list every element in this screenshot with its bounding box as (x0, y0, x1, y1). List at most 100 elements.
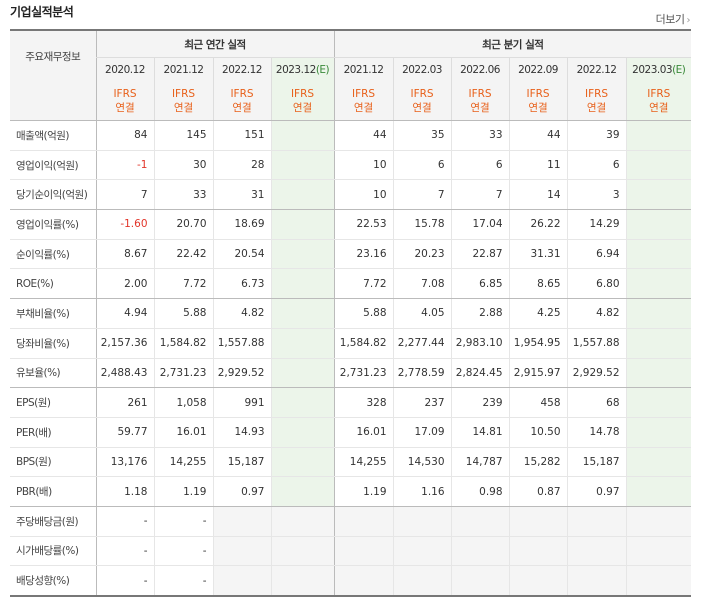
value-cell-annual: 18.69 (212, 209, 271, 240)
value-cell-quarter (625, 179, 692, 211)
value-cell-quarter (625, 447, 692, 478)
value-cell-annual: 261 (95, 387, 154, 418)
row-label-header: 주요재무정보 (10, 30, 96, 82)
value-cell-quarter: 4.25 (508, 298, 568, 329)
value-cell-quarter: 14.29 (566, 209, 627, 240)
table-row: 당좌비율(%) 2,157.36 1,584.82 1,557.88 1,584.82 2… (10, 328, 692, 359)
value-cell-annual (270, 179, 335, 211)
ifrs-line1: IFRS (526, 88, 550, 100)
period-label: 2022.03 (402, 64, 442, 76)
value-cell-quarter: 2,778.59 (392, 358, 452, 389)
value-cell-annual (270, 476, 335, 507)
value-cell-quarter (450, 506, 510, 537)
value-cell-annual: 991 (212, 387, 271, 418)
value-cell-quarter: 5.88 (333, 298, 394, 329)
row-label: 유보율(%) (10, 358, 96, 389)
value-cell-annual: 5.88 (153, 298, 213, 329)
value-cell-annual (270, 417, 335, 448)
value-cell-quarter (625, 328, 692, 359)
value-cell-quarter: 14.81 (450, 417, 510, 448)
ifrs-line2: 연결 (412, 102, 432, 114)
value-cell-quarter: 2,731.23 (333, 358, 394, 389)
value-cell-annual: 1.18 (95, 476, 154, 507)
value-cell-annual (270, 447, 335, 478)
ifrs-line1: IFRS (584, 88, 609, 100)
ifrs-basis-label: IFRS 연결 (95, 82, 154, 121)
value-cell-annual (270, 268, 335, 300)
row-label: 배당성향(%) (10, 565, 96, 597)
value-cell-quarter (625, 150, 692, 181)
value-cell-quarter: 2.88 (450, 298, 510, 329)
table-row: 배당성향(%) - - (10, 565, 692, 597)
value-cell-quarter (625, 417, 692, 448)
value-cell-quarter: 1,954.95 (508, 328, 568, 359)
value-cell-annual: 7 (95, 179, 154, 211)
period-label: 2023.03 (632, 64, 673, 76)
value-cell-quarter (508, 536, 568, 567)
ifrs-basis-label: IFRS 연결 (450, 82, 510, 121)
ifrs-line2: 연결 (115, 102, 135, 114)
value-cell-quarter: 14,787 (450, 447, 510, 478)
row-label: 영업이익(억원) (10, 150, 96, 181)
value-cell-quarter: 6 (392, 150, 452, 181)
table-row: 매출액(억원) 84 145 151 44 35 33 44 39 (10, 120, 692, 151)
period-header-quarter: 2023.03(E) (625, 57, 692, 82)
value-cell-quarter (625, 387, 692, 418)
row-label: 부채비율(%) (10, 298, 96, 329)
value-cell-quarter: 2,915.97 (508, 358, 568, 389)
value-cell-quarter: 15.78 (392, 209, 452, 240)
value-cell-annual: - (153, 506, 213, 537)
ifrs-line1: IFRS (410, 88, 434, 100)
more-link[interactable]: 더보기 › (656, 11, 691, 27)
value-cell-annual: - (153, 536, 213, 567)
table-row: ROE(%) 2.00 7.72 6.73 7.72 7.08 6.85 8.65 6.80 (10, 268, 692, 300)
value-cell-annual: 1,584.82 (153, 328, 213, 359)
row-label: 시가배당률(%) (10, 536, 96, 567)
row-label: BPS(원) (10, 447, 96, 478)
ifrs-line1: IFRS (171, 88, 196, 100)
period-label: 2021.12 (343, 64, 384, 76)
value-cell-quarter (508, 506, 568, 537)
table-row: BPS(원) 13,176 14,255 15,187 14,255 14,530 14,7… (10, 447, 692, 478)
value-cell-quarter: 10.50 (508, 417, 568, 448)
value-cell-quarter: 22.53 (333, 209, 394, 240)
value-cell-quarter: 11 (508, 150, 568, 181)
value-cell-quarter: 14.78 (566, 417, 627, 448)
value-cell-quarter: 7 (392, 179, 452, 211)
value-cell-annual: 8.67 (95, 239, 154, 270)
row-label: 순이익률(%) (10, 239, 96, 270)
value-cell-annual: 30 (153, 150, 213, 181)
value-cell-quarter (566, 506, 627, 537)
value-cell-quarter (625, 358, 692, 389)
ifrs-basis-label: IFRS 연결 (508, 82, 568, 121)
table-row: 순이익률(%) 8.67 22.42 20.54 23.16 20.23 22.87 31.3… (10, 239, 692, 270)
value-cell-quarter: 10 (333, 179, 394, 211)
value-cell-annual: - (95, 506, 154, 537)
value-cell-quarter: 8.65 (508, 268, 568, 300)
value-cell-quarter (625, 268, 692, 300)
value-cell-annual: -1 (95, 150, 154, 181)
value-cell-quarter (625, 565, 692, 597)
value-cell-quarter: 44 (333, 120, 394, 151)
value-cell-annual: 2,929.52 (212, 358, 271, 389)
period-header-annual: 2023.12(E) (270, 57, 335, 82)
period-label: 2021.12 (163, 64, 204, 76)
value-cell-quarter: 1.16 (392, 476, 452, 507)
ifrs-basis-label: IFRS 연결 (392, 82, 452, 121)
value-cell-annual: 2,157.36 (95, 328, 154, 359)
value-cell-quarter (450, 565, 510, 597)
ifrs-line1: IFRS (113, 88, 137, 100)
table-row: 시가배당률(%) - - (10, 536, 692, 567)
ifrs-basis-label: IFRS 연결 (212, 82, 271, 121)
value-cell-quarter: 7 (450, 179, 510, 211)
ifrs-line1: IFRS (290, 88, 315, 100)
value-cell-quarter (508, 565, 568, 597)
table-row: PBR(배) 1.18 1.19 0.97 1.19 1.16 0.98 0.87 0.97 (10, 476, 692, 507)
value-cell-quarter: 17.09 (392, 417, 452, 448)
ifrs-line1: IFRS (647, 88, 671, 100)
period-header-annual: 2020.12 (95, 57, 154, 82)
ifrs-basis-label: IFRS 연결 (566, 82, 627, 121)
value-cell-annual: 151 (212, 120, 271, 151)
period-header-quarter: 2022.09 (508, 57, 568, 82)
period-label: 2022.12 (576, 64, 617, 76)
